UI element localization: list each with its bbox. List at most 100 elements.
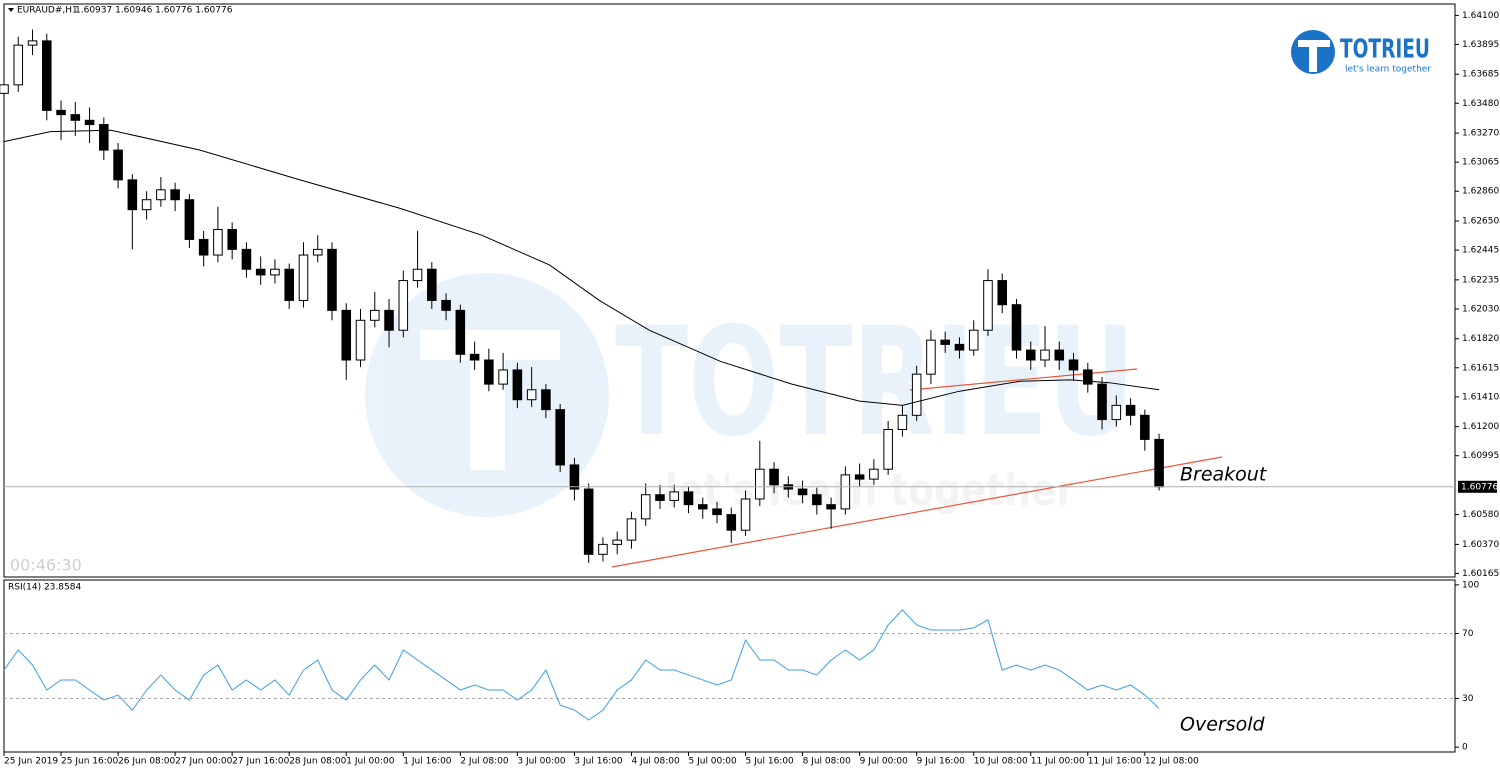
candle-body xyxy=(1140,414,1150,440)
y-tick-label: 1.63685 xyxy=(1462,70,1499,80)
logo-brand: TOTRIEU xyxy=(1340,35,1430,65)
candle-body xyxy=(241,248,252,270)
candle-body xyxy=(1054,349,1065,361)
candle-body xyxy=(897,414,908,430)
annotation: Breakout xyxy=(1180,464,1268,486)
candle-body xyxy=(740,498,751,531)
y-tick-label: 1.61615 xyxy=(1462,363,1499,373)
candle-body xyxy=(583,488,594,555)
x-tick-label: 27 Jun 00:00 xyxy=(175,757,232,767)
x-tick-label: 11 Jul 16:00 xyxy=(1088,757,1142,767)
y-tick-label: 1.63270 xyxy=(1462,129,1499,139)
x-tick-label: 10 Jul 08:00 xyxy=(974,757,1028,767)
annotation: Oversold xyxy=(1180,714,1266,736)
candle-body xyxy=(1011,304,1022,351)
candle-body xyxy=(341,309,352,361)
candle-body xyxy=(270,268,280,276)
price-label: 1.60776 xyxy=(1461,482,1498,492)
timer: 00:46:30 xyxy=(10,556,82,575)
y-tick-label: 1.60995 xyxy=(1462,451,1499,461)
y-tick-label: 1.61200 xyxy=(1462,422,1499,432)
x-tick-label: 25 Jun 2019 xyxy=(4,757,58,767)
candle-body xyxy=(512,369,523,401)
watermark-brand: TOTRIEU xyxy=(615,296,1135,470)
candle-body xyxy=(127,179,138,211)
candle-body xyxy=(769,468,779,486)
candle-body xyxy=(569,464,580,490)
y-tick-label: 1.60580 xyxy=(1462,510,1499,520)
x-tick-label: 11 Jul 00:00 xyxy=(1031,757,1085,767)
quote: 1.60937 1.60946 1.60776 1.60776 xyxy=(75,6,233,16)
candle-body xyxy=(227,229,237,250)
candle-body xyxy=(56,109,66,116)
candle-body xyxy=(626,518,637,541)
x-tick-label: 28 Jun 08:00 xyxy=(289,757,346,767)
x-tick-label: 8 Jul 08:00 xyxy=(803,757,852,767)
price-label-box xyxy=(1458,480,1497,493)
candle-body xyxy=(469,353,480,361)
y-tick-label: 1.60370 xyxy=(1462,540,1499,550)
candle-body xyxy=(441,299,451,311)
y-tick-label: 1.63480 xyxy=(1462,99,1499,109)
candle-body xyxy=(1111,404,1122,421)
trend-line xyxy=(909,368,1138,391)
rsi-label: RSI(14) 23.8584 xyxy=(8,583,81,593)
candle-body xyxy=(926,339,936,375)
candle-body xyxy=(427,268,437,301)
watermark-logo-t xyxy=(420,330,560,470)
candle-body xyxy=(541,389,551,411)
candle-body xyxy=(156,189,166,201)
candle-body xyxy=(255,268,266,276)
candle-body xyxy=(612,539,622,545)
x-tick-label: 1 Jul 00:00 xyxy=(346,757,395,767)
candle-body xyxy=(683,491,694,506)
candle-body xyxy=(911,373,922,416)
candle-body xyxy=(526,389,537,401)
y-tick-label: 1.61410 xyxy=(1462,392,1499,402)
y-tick-label: 1.62650 xyxy=(1462,217,1499,227)
candle-body xyxy=(298,254,309,301)
candle-body xyxy=(940,339,950,345)
candle-body xyxy=(384,309,394,331)
candle-body xyxy=(968,329,979,351)
candle-body xyxy=(726,514,737,531)
candle-body xyxy=(184,199,195,240)
candle-body xyxy=(983,280,993,331)
candle-body xyxy=(170,189,180,201)
candle-body xyxy=(484,359,494,385)
candle-body xyxy=(755,468,765,500)
candle-body xyxy=(997,280,1008,306)
candle-body xyxy=(598,543,608,555)
candle-body xyxy=(327,248,337,311)
candle-body xyxy=(42,40,52,111)
candle-body xyxy=(0,84,9,94)
y-tick-label: 100 xyxy=(1462,580,1479,590)
y-tick-label: 1.60165 xyxy=(1462,569,1499,579)
candle-body xyxy=(1083,369,1093,385)
candle-body xyxy=(840,474,851,510)
moving-average xyxy=(3,129,1160,406)
candle-body xyxy=(954,343,965,351)
x-tick-label: 5 Jul 16:00 xyxy=(746,757,795,767)
candle-body xyxy=(412,268,423,282)
candle-body xyxy=(84,119,95,126)
logo: TOTRIEU let's learn together xyxy=(1291,30,1431,75)
candle-body xyxy=(883,428,893,470)
candle-body xyxy=(854,474,865,480)
candle-body xyxy=(369,309,380,321)
candle-body xyxy=(113,149,123,181)
candle-body xyxy=(455,309,466,355)
candle-body xyxy=(99,124,109,151)
candle-body xyxy=(1125,404,1136,416)
x-tick-label: 5 Jul 00:00 xyxy=(689,757,738,767)
candle-body xyxy=(355,319,366,361)
y-tick-label: 1.63895 xyxy=(1462,40,1499,50)
candle-body xyxy=(27,40,38,46)
candle-body xyxy=(13,44,24,86)
candle-body xyxy=(198,238,209,256)
y-tick-label: 70 xyxy=(1462,629,1474,639)
rsi-panel xyxy=(3,579,1456,753)
candle-body xyxy=(697,504,708,510)
candle-body xyxy=(812,494,822,506)
